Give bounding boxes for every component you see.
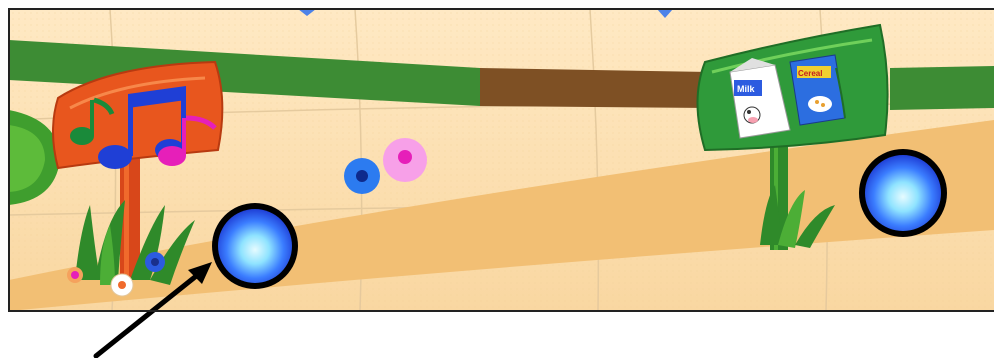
grass-right <box>760 185 835 248</box>
music-sign <box>52 60 224 280</box>
marker-top-right <box>657 9 673 18</box>
green-stripe <box>9 40 480 106</box>
brown-stripe <box>480 68 710 108</box>
milk-label: Milk <box>737 84 755 94</box>
cereal-label: Cereal <box>798 69 822 78</box>
blue-ball-right[interactable] <box>859 149 947 237</box>
pointer-arrow-icon <box>93 262 212 358</box>
grocery-sign: Milk Cereal <box>696 23 889 250</box>
music-notes-icon <box>70 86 217 169</box>
grocery-icon: Milk Cereal <box>729 54 846 139</box>
blue-ball-left[interactable] <box>212 203 298 289</box>
flowers-left <box>67 252 165 297</box>
grass-left <box>75 200 195 285</box>
marker-top-left <box>298 9 316 16</box>
green-stripe-right <box>890 66 994 110</box>
flowers-center <box>344 138 427 194</box>
